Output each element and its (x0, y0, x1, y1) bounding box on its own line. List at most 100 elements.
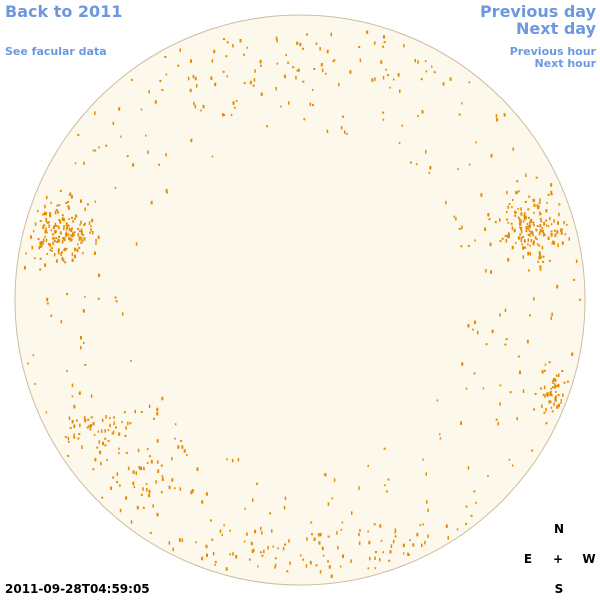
facula (125, 426, 127, 430)
facula (75, 214, 77, 218)
facula (453, 215, 455, 218)
facula (101, 429, 103, 433)
facula (537, 260, 539, 263)
facula (83, 416, 86, 420)
facula (237, 457, 240, 462)
facula (374, 41, 376, 45)
facula (529, 314, 531, 317)
facula (511, 226, 514, 230)
facula (320, 63, 323, 67)
facula (63, 248, 65, 251)
facula (513, 228, 516, 233)
facula (558, 212, 560, 217)
facula (468, 81, 471, 84)
facula (94, 149, 97, 152)
facula (225, 55, 228, 58)
facula (309, 560, 312, 565)
next-hour-link[interactable]: Next hour (534, 57, 597, 70)
facula (124, 434, 127, 437)
facula (67, 200, 70, 203)
facula (543, 411, 546, 414)
facula (79, 223, 81, 226)
facula (539, 265, 542, 269)
facula (61, 240, 64, 244)
facula (557, 383, 560, 388)
facula (53, 253, 56, 257)
facula (541, 227, 544, 230)
facula (465, 522, 468, 525)
facula (107, 429, 110, 432)
facula (71, 227, 73, 230)
facular-link[interactable]: See facular data (5, 45, 107, 58)
facula (45, 218, 48, 223)
facula (319, 532, 322, 537)
facula (394, 531, 396, 534)
facula (132, 470, 135, 474)
facula (505, 338, 508, 341)
facula (229, 529, 231, 532)
facula (330, 32, 332, 37)
facula (63, 218, 65, 222)
facula (447, 536, 449, 540)
facula (45, 212, 48, 215)
facula (125, 451, 128, 454)
facula (269, 512, 272, 515)
facula (168, 485, 171, 490)
facula (59, 220, 62, 224)
facula (460, 421, 462, 425)
facula (550, 230, 553, 233)
facula (333, 478, 336, 482)
facula (392, 539, 395, 544)
facula (326, 49, 329, 54)
facula (533, 240, 535, 243)
facula (341, 521, 344, 524)
facula (429, 166, 432, 170)
facula (34, 257, 36, 260)
facula (504, 308, 507, 313)
facula (60, 231, 62, 234)
facula (312, 88, 314, 91)
facula (153, 417, 155, 420)
facula (150, 200, 153, 205)
facula (554, 383, 556, 386)
facula (374, 556, 376, 560)
facula (527, 216, 530, 219)
facula (25, 252, 27, 255)
facula (105, 415, 107, 419)
facula (68, 236, 71, 241)
facula (522, 247, 524, 250)
facula (68, 416, 71, 420)
facula (374, 551, 377, 553)
back-link[interactable]: Back to 2011 (5, 2, 123, 21)
facula (384, 484, 386, 487)
facula (528, 224, 531, 229)
facula (416, 532, 419, 537)
facula (74, 254, 76, 259)
facula (133, 486, 136, 488)
facula (147, 448, 149, 451)
facula (331, 497, 333, 500)
facula (231, 458, 234, 463)
facula (539, 217, 542, 220)
facula (422, 523, 424, 526)
facula (161, 396, 164, 401)
facula (214, 563, 216, 566)
facula (89, 231, 91, 234)
facula (172, 547, 174, 552)
compass-west: W (582, 552, 596, 566)
facula (309, 102, 312, 107)
facula (532, 221, 535, 225)
facula (58, 219, 61, 221)
facula (542, 233, 545, 237)
facula (27, 362, 29, 365)
facula (509, 391, 512, 394)
facula (284, 543, 287, 546)
facula (558, 203, 561, 206)
facula (520, 212, 523, 216)
next-day-link[interactable]: Next day (516, 19, 596, 38)
previous-day-link[interactable]: Previous day (479, 2, 596, 21)
facula (538, 231, 541, 236)
facula (508, 203, 511, 205)
previous-hour-link[interactable]: Previous hour (509, 45, 596, 58)
facula (551, 242, 554, 245)
